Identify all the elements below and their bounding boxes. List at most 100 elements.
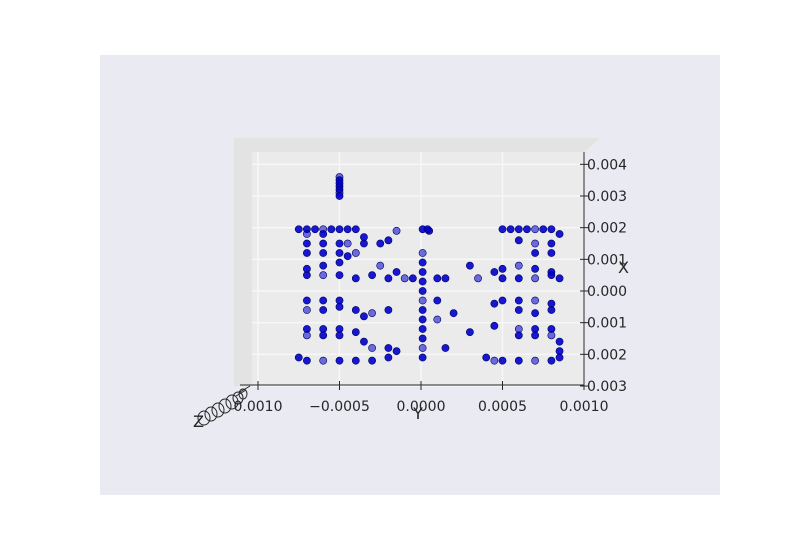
scatter-point <box>343 252 352 261</box>
scatter-point <box>319 239 328 248</box>
y-tick-label: 0.002 <box>587 347 627 363</box>
x-tick-label: 0.0000 <box>397 399 446 415</box>
x-tick-label: 0.0010 <box>560 399 609 415</box>
scatter-point <box>418 325 427 333</box>
scatter-point <box>368 309 376 318</box>
scatter-point <box>319 306 328 314</box>
scatter-point <box>514 261 523 270</box>
scatter-point <box>514 306 523 314</box>
scatter-point <box>465 328 474 337</box>
y-tick-label: 0.003 <box>587 189 627 205</box>
scatter-point <box>302 230 311 238</box>
scatter-point <box>490 321 499 330</box>
scatter-point <box>335 258 344 267</box>
scatter-point <box>392 226 401 235</box>
scatter-point <box>490 299 499 308</box>
scatter-point <box>368 356 376 365</box>
scatter-point <box>514 296 523 305</box>
scatter-point <box>531 225 539 234</box>
scatter-point <box>531 264 539 273</box>
scatter-point <box>392 347 401 356</box>
scatter-point <box>335 249 344 257</box>
scatter-point <box>531 239 539 248</box>
scatter-point <box>294 225 303 234</box>
scatter-point <box>547 271 556 280</box>
scatter-point <box>418 268 427 276</box>
scatter-point <box>351 249 360 257</box>
scatter-point <box>294 353 303 362</box>
scatter-point <box>400 274 409 283</box>
x-axis-title: Y <box>412 404 423 423</box>
scatter-point <box>335 225 344 234</box>
scatter-point <box>384 344 393 352</box>
scatter-point <box>531 296 539 305</box>
scatter-point <box>302 296 311 305</box>
scatter-point <box>547 331 556 340</box>
scatter-point <box>335 192 344 200</box>
scatter-point <box>418 315 427 324</box>
x-tick-label: 0.0010 <box>234 399 283 415</box>
scatter-point <box>335 302 344 311</box>
scatter-point <box>539 225 548 234</box>
scatter-point <box>555 274 564 283</box>
scatter-point <box>555 230 564 238</box>
scatter-point <box>418 277 427 286</box>
scatter-point <box>465 261 474 270</box>
scatter-point <box>351 356 360 365</box>
scatter-point <box>384 274 393 283</box>
y-axis-title: X <box>618 258 629 277</box>
scatter-point <box>498 356 507 365</box>
scatter-point <box>418 334 427 343</box>
scatter-point <box>423 225 432 234</box>
scatter-point <box>408 274 417 283</box>
scatter-point <box>474 274 482 283</box>
scatter-point <box>319 331 328 340</box>
scatter-point <box>302 331 311 340</box>
scatter-point <box>335 271 344 280</box>
scatter-point <box>335 239 344 248</box>
scatter-point <box>351 328 360 337</box>
scatter-point <box>376 261 385 270</box>
scatter-point <box>498 264 507 273</box>
scatter-point <box>531 356 539 365</box>
scatter-point <box>531 274 539 283</box>
scatter-point <box>418 287 427 295</box>
y-ticks: 0.004 0.003 0.002 0.001 0.000 0.001 0.002 0.003 <box>580 157 627 395</box>
scatter-point <box>384 306 393 314</box>
scatter-point <box>547 239 556 248</box>
scatter-point <box>335 356 344 365</box>
y-tick-label: 0.003 <box>587 379 627 395</box>
x-tick-label: 0.0005 <box>478 399 527 415</box>
scatter-point <box>441 274 450 283</box>
scatter-point <box>531 331 539 340</box>
scatter-point <box>351 274 360 283</box>
scatter-point <box>514 356 523 365</box>
scatter-point <box>433 315 442 324</box>
scatter-point <box>514 225 523 234</box>
x-tick-label: −0.0005 <box>309 399 370 415</box>
scatter-point <box>441 344 450 352</box>
y-tick-label: 0.001 <box>587 316 627 332</box>
scatter-point <box>302 239 311 248</box>
scatter-point <box>482 353 491 362</box>
scatter-point <box>547 225 556 234</box>
scatter-point <box>498 296 507 305</box>
scatter-point <box>418 249 427 257</box>
z-tick-cluster <box>197 385 251 426</box>
scatter-point <box>360 337 368 346</box>
scatter-point <box>302 249 311 257</box>
scatter-point <box>418 296 427 305</box>
scatter-point <box>360 233 368 242</box>
scatter-point <box>547 306 556 314</box>
scatter-point <box>449 309 458 318</box>
scatter-point <box>319 230 328 238</box>
scatter-point <box>418 344 427 352</box>
scatter-point <box>343 239 352 248</box>
scatter-point <box>490 268 499 276</box>
scatter-point <box>555 353 564 362</box>
scatter-points <box>294 173 564 365</box>
scatter-point <box>498 274 507 283</box>
scatter-point <box>418 258 427 267</box>
y-tick-label: 0.000 <box>587 284 627 300</box>
